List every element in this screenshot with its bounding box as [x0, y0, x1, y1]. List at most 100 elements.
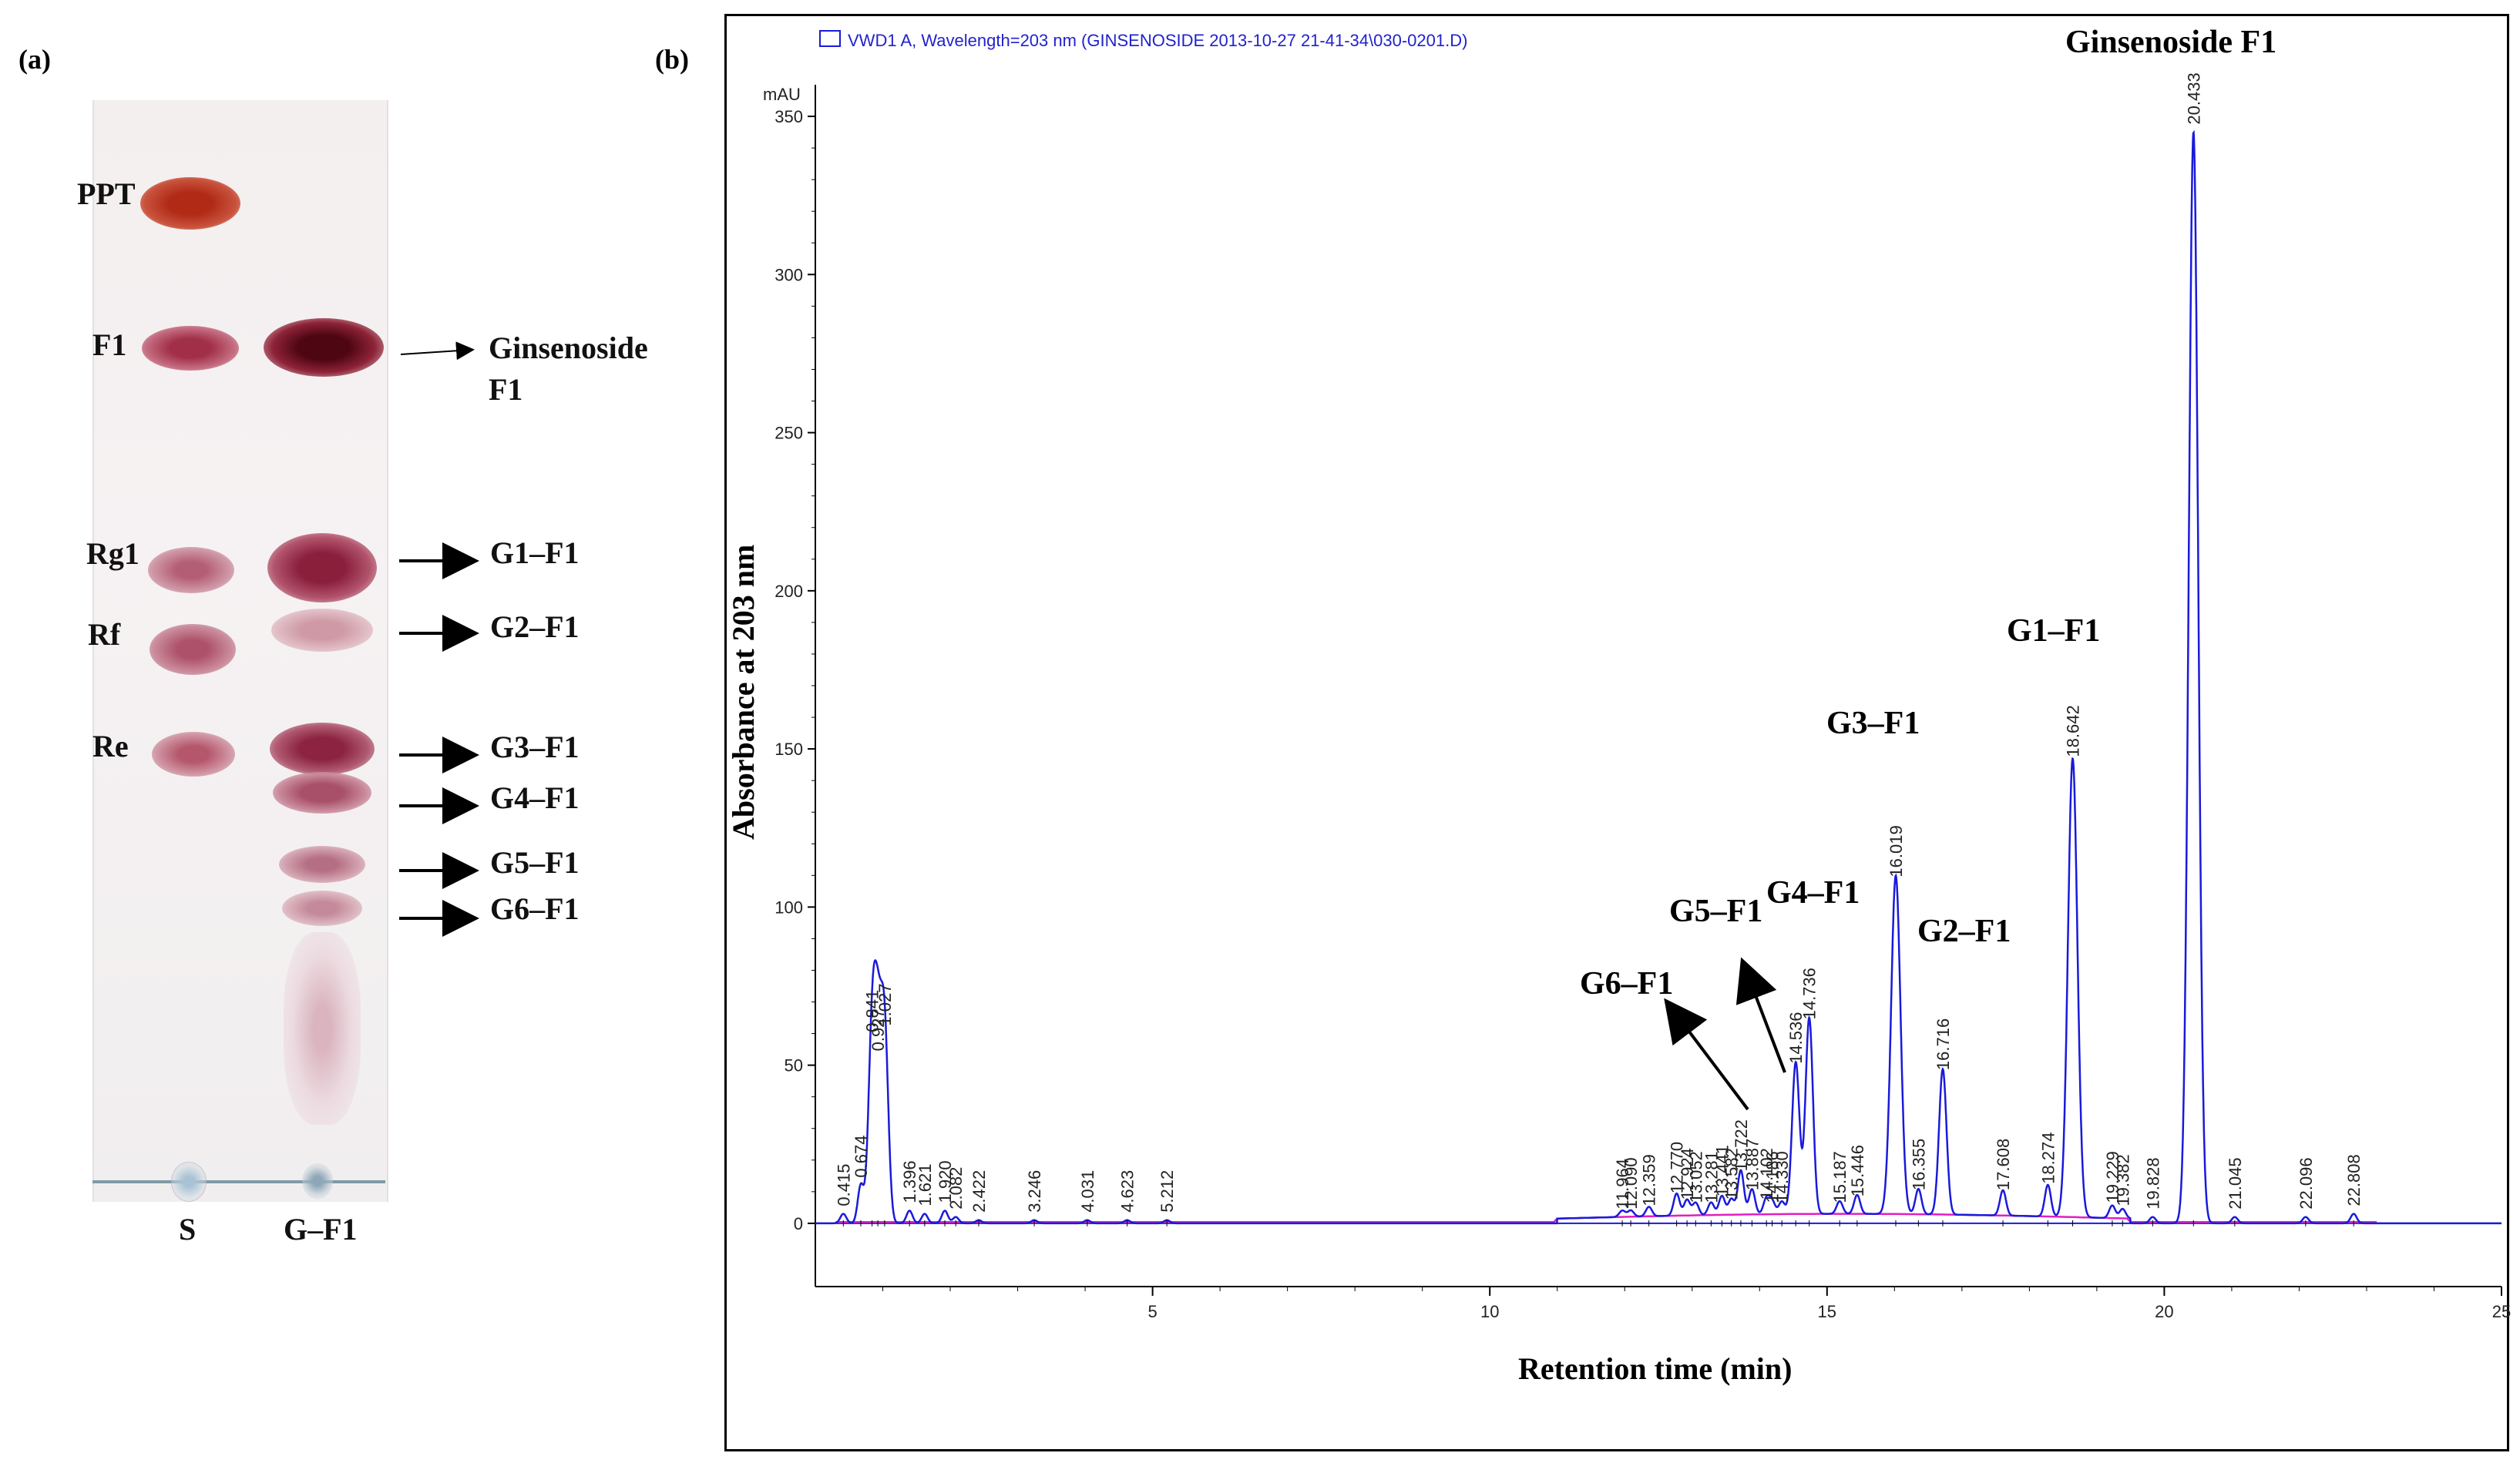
band-label-g6-f1: G6–F1 — [490, 891, 580, 926]
peak-label: 20.433 — [2184, 72, 2203, 124]
annotation-g5-f1: G5–F1 — [1669, 894, 1762, 929]
peak-label: 13.582 — [1722, 1148, 1742, 1200]
peak-label: 13.722 — [1732, 1119, 1751, 1171]
y-tick-label: 250 — [774, 424, 803, 443]
peak-label: 4.623 — [1118, 1170, 1137, 1213]
panel-b-label: (b) — [655, 44, 689, 75]
standard-label-rg1: Rg1 — [86, 536, 139, 571]
legend-text: VWD1 A, Wavelength=203 nm (GINSENOSIDE 2… — [848, 31, 1467, 50]
spot-g5-f1 — [279, 846, 365, 883]
x-tick-label: 10 — [1480, 1302, 1499, 1321]
peak-label: 0.674 — [852, 1136, 871, 1178]
peak-label: 1.920 — [936, 1160, 955, 1203]
peak-label: 0.927 — [869, 1008, 888, 1051]
x-tick-label: 25 — [2492, 1302, 2511, 1321]
y-tick-label: 200 — [774, 582, 803, 601]
peak-label: 11.964 — [1613, 1159, 1632, 1210]
peak-label: 0.841 — [863, 990, 882, 1032]
spot-g1-f1 — [267, 533, 377, 602]
peak-label: 16.355 — [1909, 1139, 1928, 1190]
y-tick-label: 100 — [774, 898, 803, 917]
peak-label: 1.396 — [900, 1160, 919, 1203]
chromatogram-frame — [724, 14, 2509, 1451]
annotation-g1-f1: G1–F1 — [2007, 613, 2100, 649]
peak-label: 19.382 — [2113, 1154, 2132, 1206]
x-tick-label: 15 — [1818, 1302, 1836, 1321]
peak-label: 13.052 — [1686, 1151, 1705, 1203]
peak-label: 0.415 — [834, 1164, 853, 1206]
origin-spot-gf1 — [302, 1163, 333, 1199]
band-label-g1-f1: G1–F1 — [490, 535, 580, 570]
tlc-plate — [92, 100, 388, 1202]
band-label-ginsenoside-f1: F1 — [489, 372, 523, 407]
peak-label: 12.770 — [1668, 1142, 1687, 1193]
peak-label: 19.229 — [2103, 1151, 2122, 1203]
spot-trailing-smear — [284, 932, 361, 1125]
peak-label: 13.441 — [1712, 1145, 1732, 1196]
tlc-arrows — [399, 341, 479, 937]
x-axis-title: Retention time (min) — [1518, 1351, 1792, 1386]
peak-label: 12.359 — [1640, 1154, 1659, 1206]
annotation-g2-f1: G2–F1 — [1917, 914, 2011, 949]
peak-label: 14.186 — [1763, 1151, 1782, 1203]
spot-g6-f1 — [282, 891, 362, 926]
spot-re-standard — [152, 732, 235, 777]
peak-label: 19.828 — [2143, 1157, 2162, 1209]
x-tick-label: 5 — [1147, 1302, 1157, 1321]
panel-a-label: (a) — [18, 44, 51, 75]
annotation-g3-f1: G3–F1 — [1826, 706, 1920, 741]
peak-label: 4.031 — [1078, 1170, 1097, 1213]
chromatogram-trace — [815, 129, 2502, 1225]
spot-ppt — [140, 177, 240, 230]
peak-label: 2.422 — [969, 1170, 989, 1213]
standard-label-ppt: PPT — [77, 176, 136, 211]
standard-label-rf: Rf — [88, 617, 121, 652]
spot-g4-f1 — [273, 772, 371, 814]
peak-label: 5.212 — [1158, 1170, 1177, 1213]
peak-label: 14.330 — [1772, 1151, 1792, 1203]
peak-label: 17.608 — [1994, 1139, 2013, 1190]
peak-label: 15.446 — [1848, 1145, 1867, 1196]
peak-label: 3.246 — [1025, 1170, 1044, 1213]
y-tick-label: 150 — [774, 740, 803, 759]
annotation-arrow-g6 — [1664, 998, 1749, 1111]
spot-ginsenoside-f1 — [264, 318, 384, 377]
origin-spot-s — [171, 1162, 207, 1202]
origin-line — [92, 1180, 385, 1183]
lane-label-s: S — [179, 1212, 197, 1247]
annotation-g4-f1: G4–F1 — [1766, 875, 1860, 911]
annotation-g6-f1: G6–F1 — [1580, 966, 1673, 1002]
peak-label: 22.808 — [2344, 1154, 2364, 1206]
band-label-g3-f1: G3–F1 — [490, 730, 580, 764]
y-unit-label: mAU — [763, 85, 801, 104]
standard-label-re: Re — [92, 729, 129, 763]
peak-label: 22.096 — [2297, 1157, 2316, 1209]
band-label-ginsenoside: Ginsenoside — [489, 331, 648, 365]
standard-label-f1: F1 — [92, 327, 127, 362]
band-label-g2-f1: G2–F1 — [490, 609, 580, 644]
y-tick-label: 300 — [774, 265, 803, 284]
band-label-g5-f1: G5–F1 — [490, 845, 580, 880]
legend-swatch — [819, 30, 841, 47]
peak-label: 14.102 — [1757, 1148, 1776, 1200]
peak-label: 16.716 — [1934, 1018, 1953, 1070]
peak-label: 21.045 — [2226, 1157, 2245, 1209]
y-axis-title: Absorbance at 203 nm — [726, 545, 761, 840]
peak-label: 1.621 — [916, 1164, 935, 1206]
lane-label-gf1: G–F1 — [284, 1212, 358, 1247]
arrow-ginsenoside-f1 — [400, 341, 475, 361]
spot-rf-standard — [150, 624, 236, 675]
peak-label: 16.019 — [1887, 825, 1906, 877]
y-tick-label: 350 — [774, 107, 803, 126]
annotation-ginsenoside-f1: Ginsenoside F1 — [2065, 25, 2276, 60]
y-tick-label: 50 — [785, 1056, 803, 1075]
peak-label: 1.027 — [875, 984, 895, 1026]
peak-label: 18.642 — [2064, 705, 2083, 757]
spot-rg1-standard — [148, 547, 234, 593]
annotation-arrow-g5 — [1735, 957, 1786, 1073]
peak-label: 13.281 — [1702, 1151, 1721, 1203]
peak-label: 14.736 — [1800, 968, 1819, 1019]
peak-label: 12.090 — [1621, 1157, 1641, 1209]
band-label-g4-f1: G4–F1 — [490, 780, 580, 815]
y-tick-label: 0 — [794, 1214, 803, 1233]
